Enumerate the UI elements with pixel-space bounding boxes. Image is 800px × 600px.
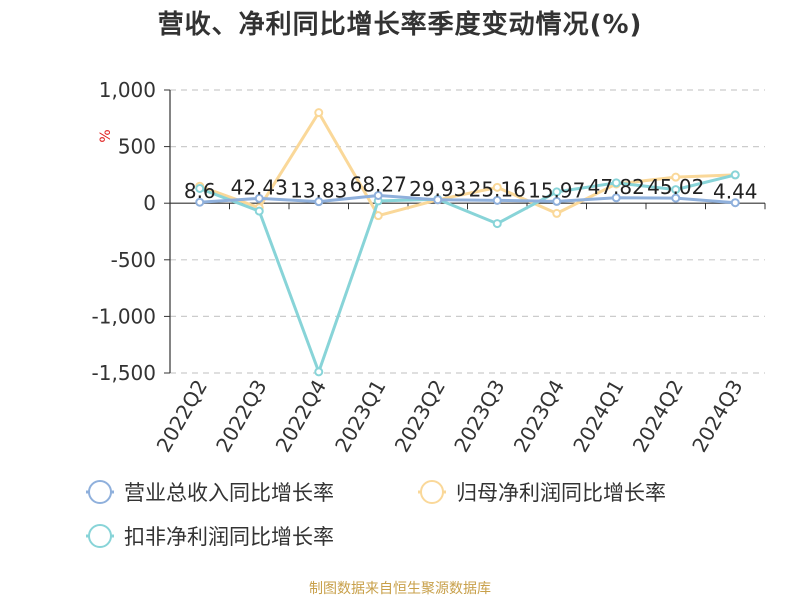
data-source-note: 制图数据来自恒生聚源数据库 [309,581,491,597]
x-tick-label: 2024Q1 [568,376,628,457]
legend-item-1[interactable]: 归母净利润同比增长率 [418,480,666,505]
legend-item-0[interactable]: 营业总收入同比增长率 [86,480,334,505]
data-label: 13.83 [290,179,347,203]
y-tick-label: 0 [143,191,156,215]
legend-marker [420,480,444,504]
series-line-1 [199,111,736,218]
data-point-0 [314,197,324,207]
y-tick-label: -1,000 [92,304,156,328]
x-tick-label: 2022Q3 [211,376,271,457]
data-point-2 [611,178,621,188]
legend-label: 归母净利润同比增长率 [456,481,666,505]
y-tick-label: 1,000 [99,78,156,102]
x-tick-label: 2022Q2 [152,376,212,457]
legend-marker [88,480,112,504]
data-point-2 [552,187,562,197]
data-point-2 [730,170,740,180]
data-point-2 [314,367,324,377]
data-label: 45.02 [647,175,704,199]
data-label: 15.97 [528,178,585,202]
data-point-1 [373,211,383,221]
data-point-1 [492,182,502,192]
data-point-1 [671,172,681,182]
x-tick-label: 2023Q4 [509,376,569,457]
legend-marker [88,524,112,548]
data-label: 68.27 [350,172,407,196]
data-point-0 [492,195,502,205]
y-tick-label: -500 [111,248,156,272]
data-point-0 [730,198,740,208]
data-point-1 [552,208,562,218]
data-point-0 [611,193,621,203]
data-point-0 [195,197,205,207]
x-tick-label: 2023Q1 [330,376,390,457]
x-tick-label: 2024Q3 [687,376,747,457]
x-tick-label: 2022Q4 [271,376,331,457]
y-tick-label: 500 [118,135,156,159]
data-point-0 [433,195,443,205]
data-point-0 [552,196,562,206]
data-label: 29.93 [409,177,466,201]
data-point-0 [671,193,681,203]
legend-label: 营业总收入同比增长率 [124,481,334,505]
legend-item-2[interactable]: 扣非净利润同比增长率 [86,524,334,549]
data-label: 47.82 [588,175,645,199]
x-tick-label: 2024Q2 [628,376,688,457]
data-label: 25.16 [469,177,526,201]
chart-title: 营收、净利同比增长率季度变动情况(%) [157,10,643,40]
data-point-2 [671,185,681,195]
series-line-2 [199,173,736,374]
data-label: 42.43 [231,175,288,199]
data-label: 8.6 [184,179,216,203]
y-tick-label: -1,500 [92,361,156,385]
data-point-2 [492,219,502,229]
x-tick-label: 2023Q2 [390,376,450,457]
series-line-0 [199,193,736,205]
data-point-0 [254,193,264,203]
y-unit-label: % [98,129,114,142]
legend-label: 扣非净利润同比增长率 [124,525,334,549]
data-point-2 [195,183,205,193]
data-point-1 [314,108,324,118]
data-point-2 [254,206,264,216]
x-tick-label: 2023Q3 [449,376,509,457]
data-label: 4.44 [713,180,758,204]
data-point-0 [373,190,383,200]
